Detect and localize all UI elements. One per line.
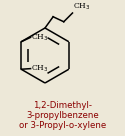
Text: CH$_3$: CH$_3$: [31, 32, 49, 43]
Text: or 3-Propyl-o-xylene: or 3-Propyl-o-xylene: [19, 121, 106, 130]
Text: 1,2-Dimethyl-: 1,2-Dimethyl-: [33, 101, 92, 110]
Text: CH$_3$: CH$_3$: [73, 2, 91, 12]
Text: 3-propylbenzene: 3-propylbenzene: [26, 111, 99, 120]
Text: CH$_3$: CH$_3$: [31, 63, 49, 74]
